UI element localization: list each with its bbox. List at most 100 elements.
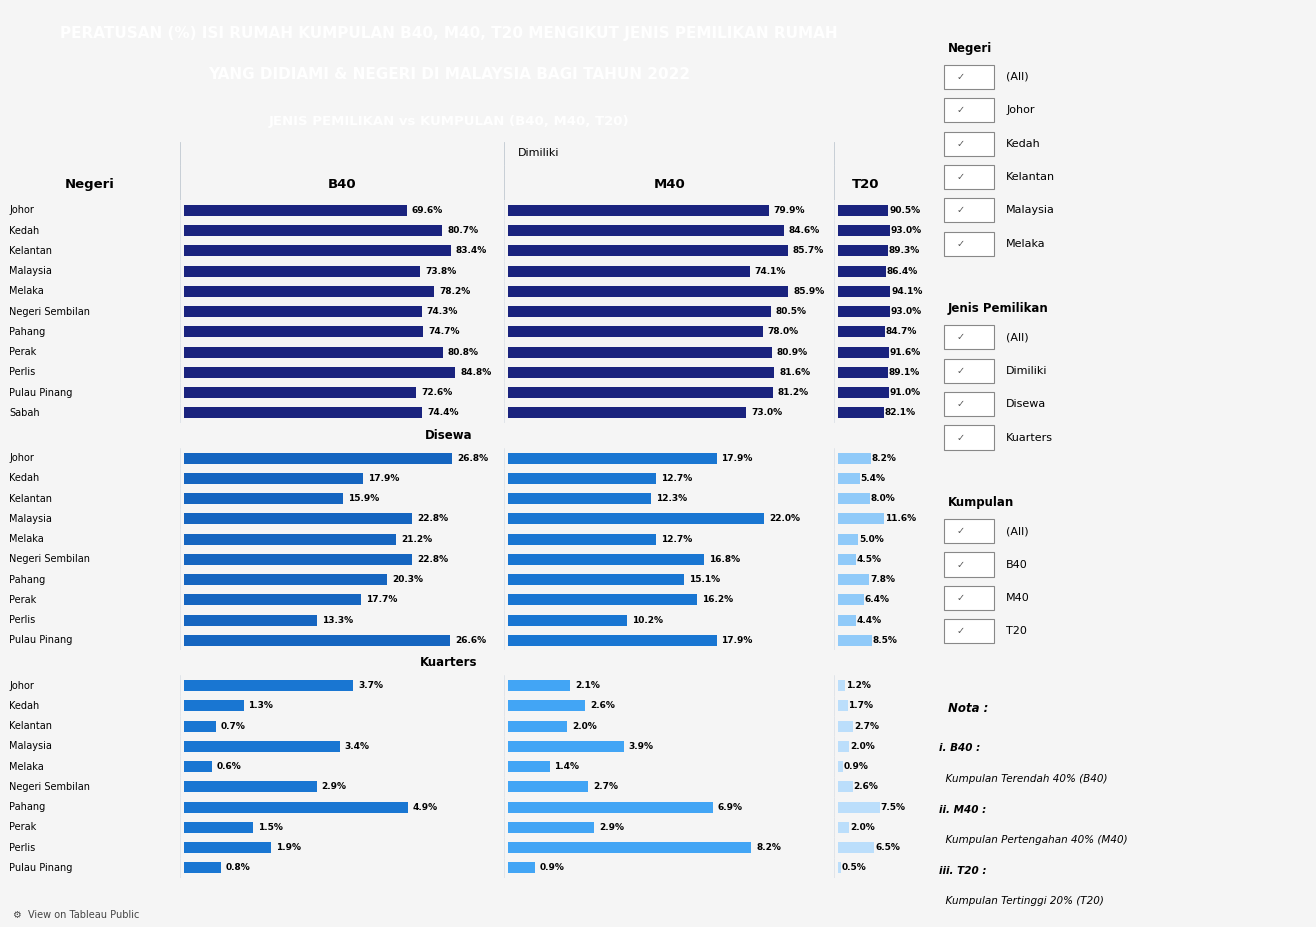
Text: 5.0%: 5.0% [859,535,883,543]
Bar [184,635,450,646]
FancyBboxPatch shape [944,198,994,222]
Text: 17.9%: 17.9% [368,474,399,483]
Text: Dimiliki: Dimiliki [1007,366,1048,375]
Bar [508,553,704,565]
Text: Malaysia: Malaysia [9,514,51,524]
Text: 3.7%: 3.7% [358,681,383,690]
Text: 4.9%: 4.9% [413,803,438,811]
Bar [838,553,855,565]
Bar [184,367,455,378]
Text: Negeri Sembilan: Negeri Sembilan [9,554,89,565]
Text: Kuarters: Kuarters [420,656,478,669]
Bar [184,680,353,691]
Text: 91.0%: 91.0% [890,388,921,397]
Text: 83.4%: 83.4% [455,247,487,255]
Text: Dimiliki: Dimiliki [519,148,559,159]
Bar [184,265,420,276]
Text: 22.8%: 22.8% [417,514,447,524]
Text: B40: B40 [328,178,357,191]
Text: 2.0%: 2.0% [572,721,597,730]
Text: 85.9%: 85.9% [794,286,824,296]
Text: 81.6%: 81.6% [779,368,811,376]
Text: Perlis: Perlis [9,367,36,377]
Bar [184,225,442,236]
Text: 4.5%: 4.5% [857,554,882,564]
Text: Jenis Pemilikan: Jenis Pemilikan [948,302,1049,315]
Text: 85.7%: 85.7% [792,247,824,255]
Bar [184,326,424,337]
Bar [184,700,243,711]
Text: Perak: Perak [9,822,37,832]
Bar [838,473,859,484]
Bar [184,594,361,605]
Text: Kelantan: Kelantan [9,721,51,731]
Text: 2.9%: 2.9% [599,823,624,832]
Text: Melaka: Melaka [9,286,43,297]
Text: 0.9%: 0.9% [844,762,869,771]
Bar [508,781,588,793]
Text: iii. T20 :: iii. T20 : [940,866,987,876]
Text: ✓: ✓ [957,627,965,636]
Text: 90.5%: 90.5% [890,206,920,215]
Text: 82.1%: 82.1% [884,408,916,417]
Text: ✓: ✓ [957,333,965,342]
Text: Kumpulan Terendah 40% (B40): Kumpulan Terendah 40% (B40) [940,774,1108,784]
Text: Pahang: Pahang [9,327,45,337]
Bar [838,700,848,711]
Text: 2.1%: 2.1% [575,681,600,690]
Text: ✓: ✓ [957,139,965,148]
Text: Melaka: Melaka [9,534,43,544]
Text: Kelantan: Kelantan [9,246,51,256]
Bar [508,842,751,853]
Text: 86.4%: 86.4% [887,267,919,275]
Text: 7.5%: 7.5% [880,803,905,811]
Text: 79.9%: 79.9% [774,206,805,215]
Text: 8.0%: 8.0% [871,494,895,503]
Text: ✓: ✓ [957,433,965,442]
Text: ✓: ✓ [957,239,965,248]
Text: 0.8%: 0.8% [225,863,250,872]
Text: 17.9%: 17.9% [721,453,753,463]
Bar [508,594,696,605]
Bar [838,781,853,793]
Text: ✓: ✓ [957,206,965,215]
Bar [184,286,434,297]
Text: Perlis: Perlis [9,843,36,853]
Bar [508,761,550,772]
Bar [184,802,408,813]
Text: ✓: ✓ [957,172,965,182]
Bar [184,553,412,565]
Bar [838,615,855,626]
Text: T20: T20 [853,178,879,191]
Text: (All): (All) [1007,333,1029,342]
Text: 2.0%: 2.0% [850,823,875,832]
FancyBboxPatch shape [944,132,994,156]
Text: 93.0%: 93.0% [891,226,921,235]
Text: ✓: ✓ [957,106,965,115]
Bar [838,802,880,813]
Text: Malaysia: Malaysia [9,266,51,276]
Text: 3.9%: 3.9% [629,742,654,751]
Bar [184,821,253,832]
Text: 0.9%: 0.9% [540,863,565,872]
Text: Kumpulan Tertinggi 20% (T20): Kumpulan Tertinggi 20% (T20) [940,896,1104,907]
FancyBboxPatch shape [944,392,994,416]
Text: Kumpulan Pertengahan 40% (M40): Kumpulan Pertengahan 40% (M40) [940,835,1128,845]
Text: Pulau Pinang: Pulau Pinang [9,863,72,872]
Bar [838,862,841,873]
Text: 89.3%: 89.3% [888,247,920,255]
FancyBboxPatch shape [944,586,994,610]
Bar [184,761,212,772]
Bar [838,265,886,276]
Text: Kelantan: Kelantan [1007,172,1055,182]
Text: 73.0%: 73.0% [751,408,782,417]
Bar [184,862,221,873]
Text: 17.9%: 17.9% [721,636,753,645]
Text: Kedah: Kedah [1007,139,1041,148]
Text: 2.6%: 2.6% [854,782,878,792]
Text: 84.6%: 84.6% [790,226,820,235]
FancyBboxPatch shape [944,165,994,189]
Bar [838,680,845,691]
Text: 0.5%: 0.5% [842,863,867,872]
Bar [508,225,784,236]
